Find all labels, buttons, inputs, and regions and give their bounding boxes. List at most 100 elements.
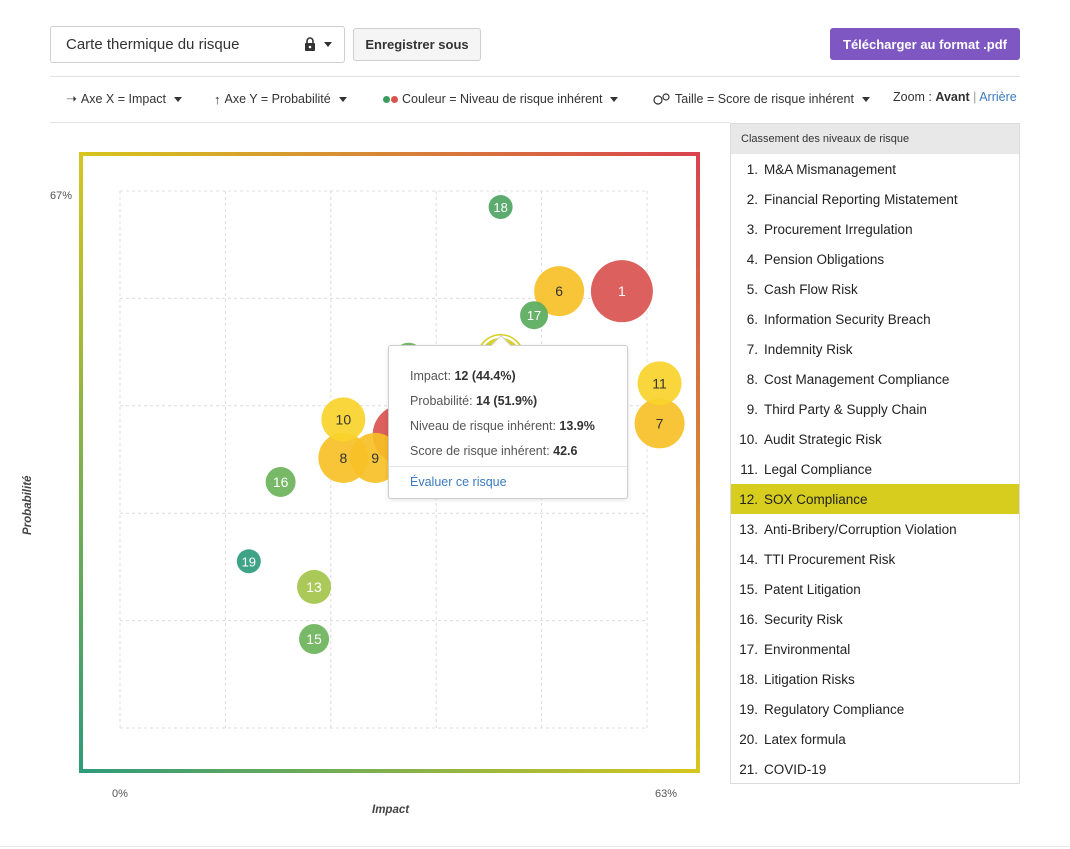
ranking-item-number: 3.: [746, 221, 758, 237]
ranking-item[interactable]: 14. TTI Procurement Risk: [731, 544, 1019, 574]
ranking-item-number: 7.: [746, 341, 758, 357]
ranking-item-label: Financial Reporting Mistatement: [764, 191, 958, 207]
ranking-item-label: Indemnity Risk: [764, 341, 853, 357]
tooltip-impact-label: Impact:: [410, 369, 451, 383]
size-dropdown[interactable]: Taille = Score de risque inhérent: [653, 90, 870, 108]
ranking-item[interactable]: 17. Environmental: [731, 634, 1019, 664]
zoom-in-button[interactable]: Avant: [935, 90, 970, 104]
ranking-item[interactable]: 16. Security Risk: [731, 604, 1019, 634]
x-axis-dropdown[interactable]: ➝ Axe X = Impact: [66, 90, 183, 108]
x-axis-label: Axe X = Impact: [80, 92, 167, 106]
risk-bubble-circle: [534, 266, 585, 317]
risk-bubble-circle: [265, 466, 296, 497]
ranking-item-number: 21.: [739, 761, 758, 777]
ranking-item-number: 13.: [739, 521, 758, 537]
ranking-item[interactable]: 21. COVID-19: [731, 754, 1019, 784]
risk-bubble-19[interactable]: 19: [236, 549, 261, 574]
risk-bubble-label: 8: [339, 450, 347, 466]
ranking-item[interactable]: 18. Litigation Risks: [731, 664, 1019, 694]
ranking-item-number: 18.: [739, 671, 758, 687]
chevron-down-icon: [861, 96, 870, 102]
divider: [0, 846, 1070, 847]
ranking-item-label: Cash Flow Risk: [764, 281, 858, 297]
ranking-item-number: 4.: [746, 251, 758, 267]
ranking-item-number: 20.: [739, 731, 758, 747]
zoom-out-button[interactable]: Arrière: [979, 90, 1017, 104]
risk-bubble-16[interactable]: 16: [265, 466, 296, 497]
ranking-item-label: Environmental: [764, 641, 851, 657]
ranking-item[interactable]: 13. Anti-Bribery/Corruption Violation: [731, 514, 1019, 544]
risk-bubble-11[interactable]: 11: [637, 361, 682, 406]
arrow-up-icon: ↑: [214, 91, 221, 107]
risk-bubble-15[interactable]: 15: [299, 624, 330, 655]
risk-bubble-18[interactable]: 18: [488, 195, 513, 220]
ranking-item[interactable]: 3. Procurement Irregulation: [731, 214, 1019, 244]
ranking-item-number: 15.: [739, 581, 758, 597]
risk-bubble-9[interactable]: 9: [350, 432, 401, 483]
x-max-tick: 63%: [655, 788, 678, 800]
risk-bubble-17[interactable]: 17: [520, 301, 549, 330]
ranking-item-label: Procurement Irregulation: [764, 221, 913, 237]
ranking-item[interactable]: 10. Audit Strategic Risk: [731, 424, 1019, 454]
divider: [50, 76, 1020, 77]
size-label: Taille = Score de risque inhérent: [675, 92, 854, 106]
chevron-down-icon: [174, 96, 183, 102]
save-as-button[interactable]: Enregistrer sous: [353, 28, 481, 61]
risk-bubble-label: 6: [555, 283, 563, 299]
risk-bubble-1[interactable]: 1: [590, 260, 653, 323]
zoom-label: Zoom :: [893, 90, 932, 104]
y-axis-label: Axe Y = Probabilité: [224, 92, 331, 106]
tooltip-prob-value: 14 (51.9%): [476, 394, 538, 408]
ranking-item-number: 6.: [746, 311, 758, 327]
tooltip-score-label: Score de risque inhérent:: [410, 444, 550, 458]
ranking-item[interactable]: 19. Regulatory Compliance: [731, 694, 1019, 724]
ranking-item[interactable]: 12. SOX Compliance: [731, 484, 1019, 514]
tooltip-score: Score de risque inhérent: 42.6: [410, 444, 578, 458]
ranking-item[interactable]: 20. Latex formula: [731, 724, 1019, 754]
y-axis-title: Probabilité: [22, 475, 34, 535]
ranking-item-label: Anti-Bribery/Corruption Violation: [764, 521, 957, 537]
ranking-item-label: COVID-19: [764, 761, 827, 777]
risk-ranking-panel: Classement des niveaux de risque 1. M&A M…: [730, 123, 1020, 784]
color-dots-icon: [383, 95, 398, 103]
ranking-header: Classement des niveaux de risque: [731, 124, 1019, 154]
ranking-item[interactable]: 15. Patent Litigation: [731, 574, 1019, 604]
chevron-down-icon: [324, 42, 332, 47]
assess-risk-link[interactable]: Évaluer ce risque: [410, 475, 507, 489]
tooltip-level-value: 13.9%: [559, 419, 595, 433]
risk-bubble-6[interactable]: 6: [534, 266, 585, 317]
risk-bubble-circle: [299, 624, 330, 655]
risk-bubble-circle: [321, 397, 366, 442]
ranking-item-label: Security Risk: [764, 611, 843, 627]
ranking-item[interactable]: 11. Legal Compliance: [731, 454, 1019, 484]
ranking-item[interactable]: 8. Cost Management Compliance: [731, 364, 1019, 394]
risk-bubble-label: 17: [527, 308, 541, 323]
risk-bubble-label: 10: [336, 411, 352, 427]
y-axis-dropdown[interactable]: ↑ Axe Y = Probabilité: [214, 90, 347, 108]
lock-icon: [305, 37, 315, 51]
ranking-item-label: Audit Strategic Risk: [764, 431, 882, 447]
ranking-item-label: Third Party & Supply Chain: [764, 401, 927, 417]
zoom-controls: Zoom : Avant | Arrière: [893, 90, 1017, 104]
ranking-item[interactable]: 9. Third Party & Supply Chain: [731, 394, 1019, 424]
tooltip-divider: [389, 466, 627, 467]
ranking-item[interactable]: 6. Information Security Breach: [731, 304, 1019, 334]
ranking-item-label: Cost Management Compliance: [764, 371, 950, 387]
chevron-down-icon: [338, 96, 347, 102]
ranking-item-number: 2.: [746, 191, 758, 207]
ranking-item[interactable]: 7. Indemnity Risk: [731, 334, 1019, 364]
ranking-item-label: TTI Procurement Risk: [764, 551, 896, 567]
ranking-item[interactable]: 5. Cash Flow Risk: [731, 274, 1019, 304]
risk-bubble-13[interactable]: 13: [297, 569, 332, 604]
ranking-item[interactable]: 4. Pension Obligations: [731, 244, 1019, 274]
color-dropdown[interactable]: Couleur = Niveau de risque inhérent: [383, 90, 619, 108]
ranking-item[interactable]: 1. M&A Mismanagement: [731, 154, 1019, 184]
heatmap-view-select[interactable]: Carte thermique du risque: [50, 26, 345, 63]
ranking-item-label: SOX Compliance: [764, 491, 868, 507]
risk-bubble-10[interactable]: 10: [321, 397, 366, 442]
ranking-item[interactable]: 2. Financial Reporting Mistatement: [731, 184, 1019, 214]
download-pdf-button[interactable]: Télécharger au format .pdf: [830, 28, 1020, 60]
risk-bubble-7[interactable]: 7: [634, 398, 685, 449]
ranking-item-label: Information Security Breach: [764, 311, 931, 327]
risk-bubble-label: 1: [618, 283, 626, 299]
